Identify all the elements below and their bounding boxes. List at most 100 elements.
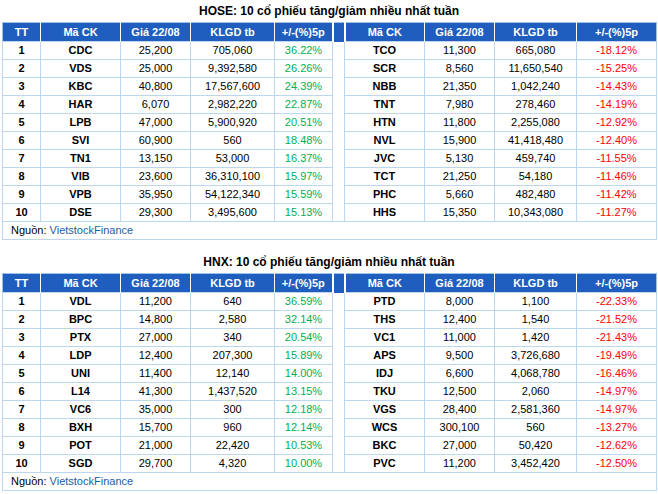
col-header-ticker: Mã CK <box>41 274 121 293</box>
volume-cell: 12,140 <box>191 365 275 383</box>
pct-down-cell: -12.40% <box>577 132 657 150</box>
price-cell: 15,700 <box>121 419 191 437</box>
volume-cell: 482,480 <box>495 186 577 204</box>
hose-section: HOSE: 10 cổ phiếu tăng/giảm nhiều nhất t… <box>0 4 658 240</box>
volume-cell: 278,460 <box>495 96 577 114</box>
header-spacer <box>333 274 345 293</box>
ticker-cell: DSE <box>41 204 121 222</box>
rank-cell: 8 <box>3 168 41 186</box>
table-row: 10DSE29,3003,495,60015.13%HHS15,35010,34… <box>3 204 657 222</box>
price-cell: 13,150 <box>121 150 191 168</box>
col-header-volume: KLGD tb <box>191 274 275 293</box>
spacer-cell <box>333 186 345 204</box>
ticker-cell: PHC <box>345 186 425 204</box>
price-cell: 300,100 <box>425 419 495 437</box>
table-row: 3PTX27,00034020.54%VC111,0001,420-21.43% <box>3 329 657 347</box>
source-cell: Nguồn: VietstockFinance <box>3 222 657 240</box>
ticker-cell: PVC <box>345 455 425 473</box>
ticker-cell: TNT <box>345 96 425 114</box>
price-cell: 29,300 <box>121 204 191 222</box>
table-row: 2BPC14,8002,58032.14%THS12,4001,540-21.5… <box>3 311 657 329</box>
pct-down-cell: -14.19% <box>577 96 657 114</box>
volume-cell: 560 <box>495 419 577 437</box>
col-header-pct-change: +/-(%)5p <box>577 274 657 293</box>
rank-cell: 5 <box>3 365 41 383</box>
volume-cell: 2,982,220 <box>191 96 275 114</box>
hnx-table-title: HNX: 10 cổ phiếu tăng/giảm nhiều nhất tu… <box>0 255 658 270</box>
pct-up-cell: 15.97% <box>275 168 333 186</box>
pct-down-cell: -13.27% <box>577 419 657 437</box>
pct-up-cell: 10.53% <box>275 437 333 455</box>
pct-up-cell: 18.48% <box>275 132 333 150</box>
volume-cell: 560 <box>191 132 275 150</box>
table-row: 3KBC40,80017,567,60024.39%NBB21,3501,042… <box>3 78 657 96</box>
table-row: 8VIB23,60036,310,10015.97%TCT21,25054,18… <box>3 168 657 186</box>
price-cell: 23,600 <box>121 168 191 186</box>
pct-down-cell: -12.92% <box>577 114 657 132</box>
volume-cell: 207,300 <box>191 347 275 365</box>
pct-down-cell: -14.97% <box>577 401 657 419</box>
spacer-cell <box>333 401 345 419</box>
ticker-cell: KBC <box>41 78 121 96</box>
spacer-cell <box>333 365 345 383</box>
table-row: 6SVI60,90056018.48%NVL15,90041,418,480-1… <box>3 132 657 150</box>
spacer-cell <box>333 60 345 78</box>
volume-cell: 3,726,680 <box>495 347 577 365</box>
volume-cell: 1,420 <box>495 329 577 347</box>
volume-cell: 2,580 <box>191 311 275 329</box>
pct-down-cell: -19.49% <box>577 347 657 365</box>
price-cell: 28,400 <box>425 401 495 419</box>
rank-cell: 7 <box>3 401 41 419</box>
rank-cell: 6 <box>3 132 41 150</box>
ticker-cell: VC1 <box>345 329 425 347</box>
volume-cell: 36,310,100 <box>191 168 275 186</box>
price-cell: 11,200 <box>121 293 191 311</box>
hnx-section: HNX: 10 cổ phiếu tăng/giảm nhiều nhất tu… <box>0 255 658 491</box>
table-row: 9VPB35,95054,122,34015.59%PHC5,660482,48… <box>3 186 657 204</box>
price-cell: 29,700 <box>121 455 191 473</box>
price-cell: 21,250 <box>425 168 495 186</box>
table-row: 10SGD29,7004,32010.00%PVC11,2003,452,420… <box>3 455 657 473</box>
volume-cell: 665,080 <box>495 42 577 60</box>
volume-cell: 11,650,540 <box>495 60 577 78</box>
col-header-price: Giá 22/08 <box>121 274 191 293</box>
col-header-price: Giá 22/08 <box>425 274 495 293</box>
ticker-cell: SCR <box>345 60 425 78</box>
ticker-cell: TKU <box>345 383 425 401</box>
header-row: TTMã CKGiá 22/08KLGD tb+/-(%)5pMã CKGiá … <box>3 274 657 293</box>
spacer-cell <box>333 455 345 473</box>
volume-cell: 3,452,420 <box>495 455 577 473</box>
pct-down-cell: -22.33% <box>577 293 657 311</box>
ticker-cell: VIB <box>41 168 121 186</box>
col-header-rank: TT <box>3 274 41 293</box>
spacer-cell <box>333 204 345 222</box>
source-row: Nguồn: VietstockFinance <box>3 473 657 491</box>
pct-up-cell: 24.39% <box>275 78 333 96</box>
volume-cell: 54,180 <box>495 168 577 186</box>
pct-down-cell: -18.12% <box>577 42 657 60</box>
spacer-cell <box>333 42 345 60</box>
volume-cell: 50,420 <box>495 437 577 455</box>
ticker-cell: LDP <box>41 347 121 365</box>
spacer-cell <box>333 437 345 455</box>
pct-down-cell: -15.25% <box>577 60 657 78</box>
price-cell: 47,000 <box>121 114 191 132</box>
pct-down-cell: -11.55% <box>577 150 657 168</box>
rank-cell: 6 <box>3 383 41 401</box>
spacer-cell <box>333 78 345 96</box>
table-row: 6L1441,3001,437,52013.15%TKU12,5002,060-… <box>3 383 657 401</box>
pct-up-cell: 32.14% <box>275 311 333 329</box>
ticker-cell: UNI <box>41 365 121 383</box>
rank-cell: 7 <box>3 150 41 168</box>
ticker-cell: PTX <box>41 329 121 347</box>
pct-up-cell: 10.00% <box>275 455 333 473</box>
rank-cell: 4 <box>3 347 41 365</box>
ticker-cell: CDC <box>41 42 121 60</box>
table-row: 4HAR6,0702,982,22022.87%TNT7,980278,460-… <box>3 96 657 114</box>
table-row: 7VC635,00030012.18%VGS28,4002,581,360-14… <box>3 401 657 419</box>
source-prefix: Nguồn: <box>11 475 46 487</box>
ticker-cell: BPC <box>41 311 121 329</box>
ticker-cell: VGS <box>345 401 425 419</box>
pct-up-cell: 15.59% <box>275 186 333 204</box>
volume-cell: 41,418,480 <box>495 132 577 150</box>
